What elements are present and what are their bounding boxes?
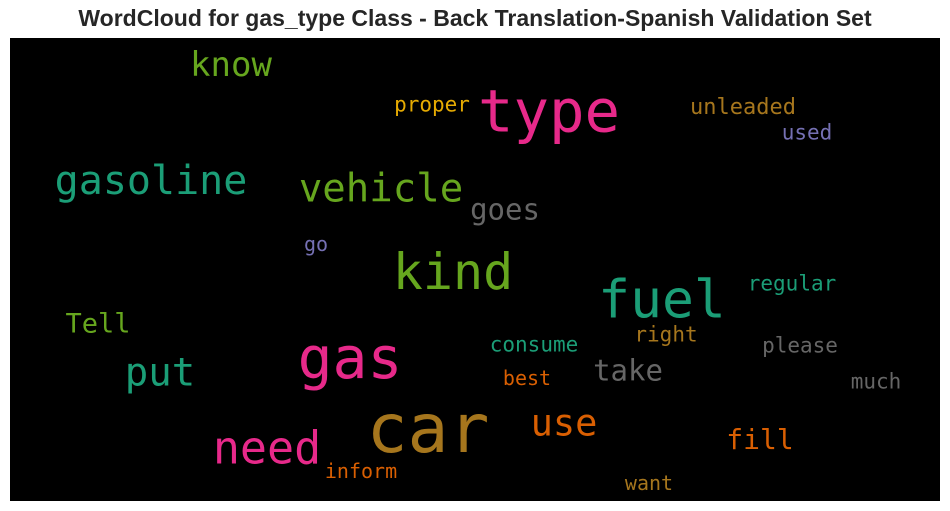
word-inform: inform (324, 459, 398, 483)
word-use: use (530, 401, 598, 445)
wordcloud-panel: car type gas fuel kind need gasoline vehicle put… (10, 38, 940, 501)
word-need: need (212, 421, 322, 475)
word-please: please (762, 333, 838, 358)
word-put: put (124, 350, 196, 396)
word-regular: regular (747, 271, 837, 296)
word-consume: consume (489, 332, 579, 357)
word-best: best (502, 366, 552, 390)
word-kind: kind (392, 243, 514, 301)
word-used: used (781, 120, 833, 145)
word-tell: Tell (65, 308, 131, 340)
word-vehicle: vehicle (298, 166, 464, 212)
word-gas: gas (297, 324, 403, 392)
word-fuel: fuel (598, 269, 726, 331)
word-want: want (624, 471, 674, 495)
word-fill: fill (726, 423, 794, 456)
word-know: know (190, 45, 272, 85)
word-goes: goes (470, 192, 540, 227)
word-proper: proper (394, 92, 470, 117)
word-type: type (477, 76, 621, 146)
chart-title: WordCloud for gas_type Class - Back Tran… (78, 5, 872, 31)
word-gasoline: gasoline (54, 158, 248, 204)
word-unleaded: unleaded (690, 95, 796, 120)
word-car: car (366, 390, 490, 469)
word-go: go (303, 232, 329, 256)
word-right: right (634, 322, 698, 347)
word-much: much (850, 369, 902, 394)
word-take: take (593, 353, 663, 388)
